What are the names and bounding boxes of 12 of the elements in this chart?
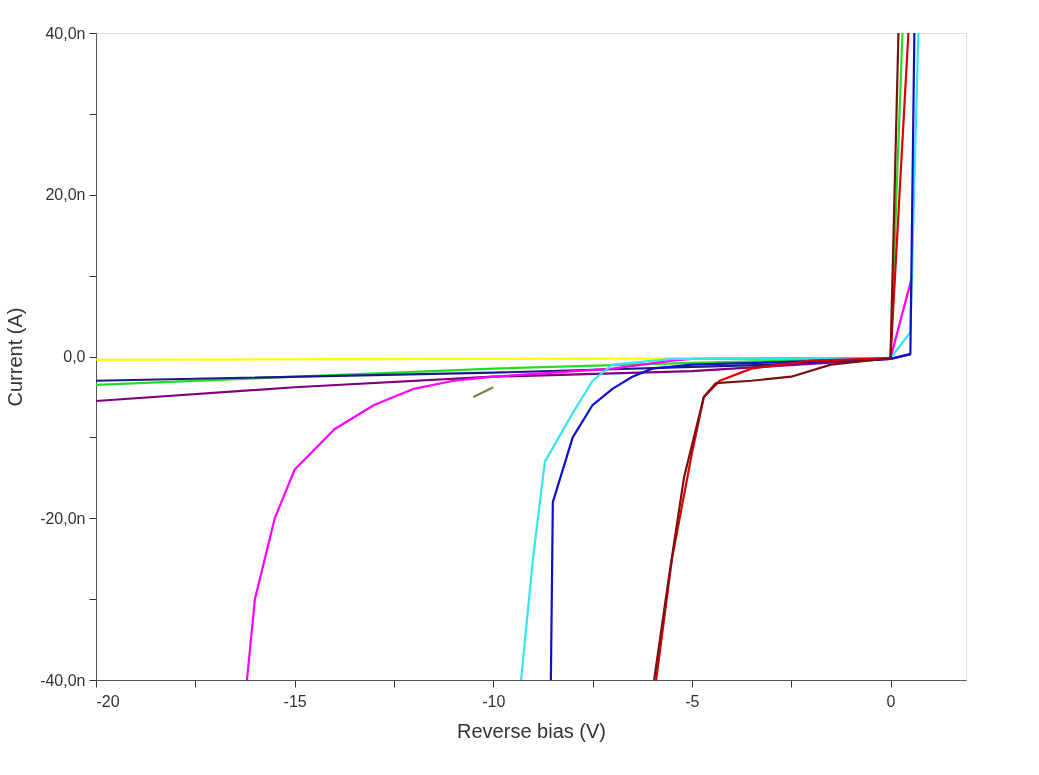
y-tick-label: -20,0n xyxy=(40,509,86,527)
x-tick-label: -10 xyxy=(482,692,506,710)
x-tick-label: -20 xyxy=(96,692,120,710)
x-tick-label: -15 xyxy=(283,692,307,710)
x-tick-label: -5 xyxy=(685,692,700,710)
x-axis-title: Reverse bias (V) xyxy=(457,719,606,742)
y-tick-label: 20,0n xyxy=(45,186,86,204)
y-tick-label: 40,0n xyxy=(45,24,86,42)
x-tick-label: 0 xyxy=(886,692,896,710)
y-axis-title: Current (A) xyxy=(4,307,27,407)
y-tick-label: 0,0 xyxy=(63,348,86,365)
y-tick-label: -40,0n xyxy=(40,671,86,689)
